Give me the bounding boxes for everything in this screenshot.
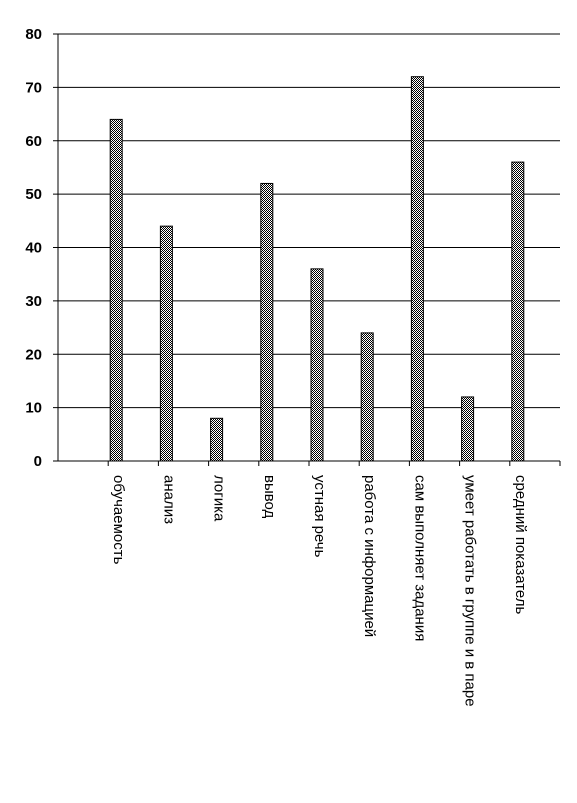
x-category-label-9: средний показатель — [512, 475, 529, 615]
x-category-labels: обучаемость анализ логика вывод устная речь р… — [110, 475, 529, 707]
y-tick-label-30: 30 — [25, 293, 42, 310]
x-category-label-6: работа с информацией — [361, 475, 378, 637]
x-category-label-5: устная речь — [311, 475, 328, 558]
y-tick-label-70: 70 — [25, 79, 42, 96]
y-tick-label-60: 60 — [25, 133, 42, 150]
bar-6 — [360, 332, 374, 462]
x-category-label-8: умеет работать в группе и в паре — [462, 475, 479, 707]
x-category-label-7: сам выполняет задания — [411, 475, 428, 641]
bar-1 — [109, 118, 123, 462]
x-category-label-1: обучаемость — [110, 475, 127, 565]
bar-3 — [210, 417, 224, 462]
y-tick-label-10: 10 — [25, 400, 42, 417]
y-tick-label-0: 0 — [34, 453, 42, 470]
bar-8 — [461, 396, 475, 462]
bars-group — [109, 76, 525, 462]
y-tick-label-20: 20 — [25, 346, 42, 363]
bar-9 — [511, 161, 525, 462]
axes — [53, 33, 561, 466]
bar-5 — [310, 268, 324, 462]
bar-7 — [410, 76, 424, 462]
y-tick-labels: 0 10 20 30 40 50 60 70 80 — [25, 26, 42, 470]
bar-4 — [260, 182, 274, 462]
x-category-label-4: вывод — [261, 475, 278, 519]
y-tick-label-80: 80 — [25, 26, 42, 43]
x-category-label-3: логика — [211, 475, 228, 522]
x-category-label-2: анализ — [160, 475, 177, 524]
y-tick-label-40: 40 — [25, 240, 42, 257]
bar-2 — [159, 225, 173, 462]
y-tick-label-50: 50 — [25, 186, 42, 203]
gridlines — [58, 33, 560, 409]
